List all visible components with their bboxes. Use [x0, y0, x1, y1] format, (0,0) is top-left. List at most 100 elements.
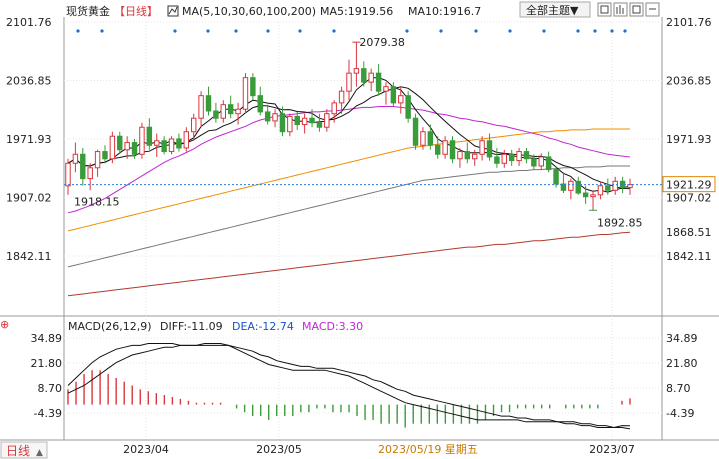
macd-settings-icon[interactable]: ⊕ — [0, 318, 9, 331]
candle-body — [146, 126, 153, 146]
candle-body — [398, 95, 404, 104]
candle-body — [582, 192, 589, 198]
chart-type-icon[interactable] — [613, 2, 628, 17]
theme-select-button[interactable]: 全部主题▼ — [519, 1, 591, 18]
candle-body — [486, 140, 493, 158]
candle — [486, 133, 493, 161]
candle-body — [605, 185, 611, 191]
candle-body — [235, 108, 241, 115]
macd-tick-right: 34.89 — [666, 332, 698, 345]
candle — [568, 178, 574, 200]
candle — [94, 149, 101, 177]
event-dot[interactable] — [593, 29, 597, 33]
dea-line — [67, 344, 631, 430]
candle — [508, 149, 515, 166]
candle — [545, 151, 552, 173]
candle — [316, 113, 323, 132]
macd-tick-left: 34.89 — [31, 332, 63, 345]
candle-body — [72, 153, 79, 164]
candle-body — [361, 68, 367, 83]
candle — [250, 73, 256, 101]
candle — [80, 147, 86, 186]
macd-tick-left: 21.80 — [31, 357, 63, 370]
candle-body — [420, 131, 426, 146]
event-dot[interactable] — [76, 29, 80, 33]
candle-body — [309, 117, 315, 124]
candle-body — [590, 194, 596, 198]
candle-body — [331, 102, 337, 115]
candle-body — [213, 110, 219, 119]
annotation-high: 2079.38 — [359, 36, 405, 49]
price-tick-right: 2036.85 — [666, 74, 712, 87]
candle — [531, 154, 537, 170]
date-tick: 2023/07 — [589, 443, 635, 456]
candle — [427, 124, 434, 150]
event-dot[interactable] — [206, 29, 210, 33]
date-ticks: 2023/04 2023/05 2023/07 — [123, 443, 635, 456]
candle-body — [405, 95, 411, 119]
candle — [161, 136, 167, 155]
candle-body — [168, 138, 175, 153]
candle — [183, 127, 190, 152]
macd-value: MACD:3.30 — [302, 320, 363, 333]
event-dot[interactable] — [234, 29, 238, 33]
candle-body — [264, 111, 271, 122]
price-tick-right: 1842.11 — [666, 250, 712, 263]
candle-body — [87, 167, 93, 180]
candle-body — [612, 180, 618, 191]
symbol-name: 现货黄金 — [66, 4, 110, 18]
date-cursor-label: 2023/05/19 星期五 — [378, 443, 478, 456]
price-tick-left: 2101.76 — [6, 16, 52, 29]
candle — [176, 133, 182, 152]
event-dot[interactable] — [266, 29, 270, 33]
theme-select-label: 全部主题▼ — [526, 3, 579, 17]
toolbar-icons — [597, 2, 660, 17]
period-tag: 【日线】 — [114, 4, 158, 18]
candle — [449, 136, 456, 164]
event-dot[interactable] — [576, 29, 580, 33]
event-dot[interactable] — [298, 29, 302, 33]
event-dot[interactable] — [332, 29, 336, 33]
candle — [471, 149, 478, 166]
candlesticks — [65, 41, 633, 211]
candle — [117, 131, 123, 155]
candle — [109, 131, 116, 164]
date-axis: 2023/04 2023/05 2023/07 日线 ▲ 2023/05/19 星期… — [0, 439, 719, 459]
candle — [375, 64, 382, 96]
event-dot[interactable] — [405, 29, 409, 33]
event-dot[interactable] — [542, 29, 546, 33]
candle — [464, 142, 471, 164]
event-dot[interactable] — [508, 29, 512, 33]
event-dot[interactable] — [100, 29, 104, 33]
candle — [457, 147, 463, 168]
period-button[interactable]: 日线 ▲ — [0, 441, 48, 459]
ma-label: MA(5,10,30,60,100,200) — [182, 5, 316, 18]
candle-body — [154, 140, 160, 146]
legend-icon — [167, 5, 179, 17]
candle-body — [324, 113, 330, 128]
event-dot[interactable] — [610, 29, 614, 33]
candle — [309, 109, 315, 128]
close-panel-icon[interactable] — [645, 2, 660, 17]
candle — [205, 86, 212, 116]
price-tick-left: 1971.93 — [6, 133, 52, 146]
candle-body — [316, 122, 323, 128]
settings-icon[interactable] — [629, 2, 644, 17]
candle — [65, 158, 71, 195]
macd-tick-left: -4.39 — [34, 407, 62, 420]
event-dot[interactable] — [173, 29, 177, 33]
event-dot[interactable] — [623, 29, 627, 33]
event-dot[interactable] — [474, 29, 478, 33]
period-dropdown-icon: ▲ — [36, 448, 43, 458]
candle-body — [531, 158, 537, 167]
candle-body — [568, 180, 574, 191]
zoom-in-icon[interactable] — [597, 2, 612, 17]
candle — [627, 178, 633, 195]
price-panel: 2101.76 2101.76 2036.85 2036.85 1971.93 1971.… — [0, 16, 719, 440]
event-dot[interactable] — [439, 29, 443, 33]
candle-body — [390, 86, 397, 104]
candle-body — [553, 169, 559, 185]
candle — [198, 91, 204, 128]
candle-body — [190, 117, 197, 133]
